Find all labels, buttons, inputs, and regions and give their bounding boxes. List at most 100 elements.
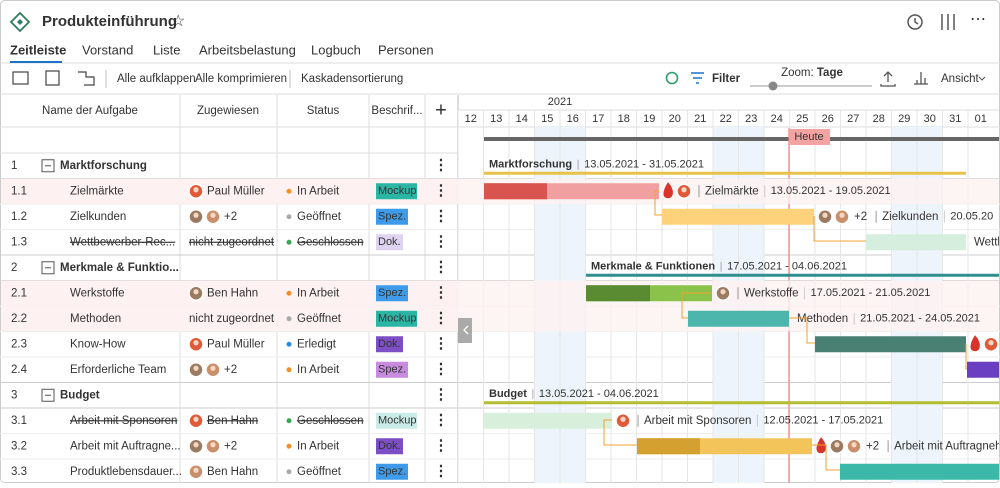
tag-label[interactable]: Mockup [378,415,417,427]
tag-label[interactable]: Spez. [378,211,406,223]
status[interactable]: In Arbeit [297,440,340,452]
column-header[interactable]: Status [307,105,340,117]
assignee[interactable]: nicht zugeordnet [189,313,275,325]
refresh-icon[interactable] [665,71,679,85]
filter-icon[interactable] [691,72,704,84]
row-menu[interactable]: ⋮ [434,463,449,480]
tab[interactable]: Vorstand [82,42,133,57]
column-header[interactable]: Name der Aufgabe [42,105,138,117]
cascade-sort[interactable]: Kaskadensortierung [301,73,403,85]
overdue-flame [663,182,673,199]
status[interactable]: In Arbeit [297,287,340,299]
tab[interactable]: Liste [153,42,180,57]
filter-button[interactable]: Filter [712,73,741,85]
task-name[interactable]: Erforderliche Team [70,364,166,376]
task-bar[interactable] [866,234,966,251]
tag-label[interactable]: Dok. [378,338,401,350]
expand-all[interactable]: Alle aufklappen [117,73,196,85]
tag-label[interactable]: Spez. [378,287,406,299]
bar-label: Zielkunden [882,211,938,223]
tab[interactable]: Zeitleiste [10,42,66,57]
day-label: 29 [898,113,910,125]
row-menu[interactable]: ⋮ [434,386,449,403]
row-menu[interactable]: ⋮ [434,361,449,378]
export-icon[interactable] [880,71,896,87]
task-name[interactable]: Zielmärkte [70,185,124,197]
assignee[interactable]: Ben Hahn [207,415,258,427]
row-menu[interactable]: ⋮ [434,284,449,301]
task-bar[interactable] [662,208,814,225]
status[interactable]: Geöffnet [297,466,342,478]
task-bar[interactable] [840,463,1000,480]
tag-label[interactable]: Dok. [378,440,401,452]
history-icon[interactable] [907,14,923,30]
assignee[interactable]: Paul Müller [207,185,265,197]
column-header[interactable]: Beschrif... [371,105,422,117]
row-menu[interactable]: ⋮ [434,335,449,352]
zoom-knob[interactable] [768,81,778,91]
task-name[interactable]: Wettbewerber-Rec... [70,236,175,248]
tab[interactable]: Arbeitsbelastung [199,42,296,57]
assignee[interactable]: Ben Hahn [207,287,258,299]
row-number: 1 [11,160,17,172]
task-bar[interactable] [967,361,1000,378]
task-name[interactable]: Arbeit mit Sponsoren [70,415,177,427]
row-menu[interactable]: ⋮ [434,310,449,327]
view-menu[interactable]: Ansicht [941,73,980,85]
tag-label[interactable]: Dok. [378,236,401,248]
status[interactable]: Geschlossen [297,236,363,248]
summary-label[interactable]: Marktforschung [489,159,572,171]
assignee[interactable]: nicht zugeordnet [189,236,275,248]
assignee[interactable]: +2 [224,364,237,376]
tab[interactable]: Personen [378,42,434,57]
assignee[interactable]: +2 [224,440,237,452]
day-label: 24 [771,113,783,125]
assignee[interactable]: Ben Hahn [207,466,258,478]
assignee[interactable]: +2 [224,211,237,223]
group-name[interactable]: Marktforschung [60,160,147,172]
tab[interactable]: Logbuch [311,42,361,57]
task-name[interactable]: Arbeit mit Auftragne... [70,440,181,452]
status[interactable]: Geöffnet [297,313,342,325]
assignee[interactable]: Paul Müller [207,338,265,350]
status[interactable]: In Arbeit [297,364,340,376]
view-icon[interactable] [12,71,29,85]
settings-icon[interactable] [941,14,955,30]
hierarchy-icon[interactable] [78,71,95,86]
status[interactable]: Geöffnet [297,211,342,223]
tag-label[interactable]: Mockup [378,185,417,197]
task-name[interactable]: Werkstoffe [70,287,125,299]
task-bar[interactable] [688,310,789,327]
row-menu[interactable]: ⋮ [434,157,449,174]
chart-icon[interactable] [914,72,928,85]
bar-dates: 13.05.2021 - 19.05.2021 [771,185,891,197]
tag-label[interactable]: Spez. [378,466,406,478]
task-name[interactable]: Know-How [70,338,126,350]
tag-label[interactable]: Spez. [378,364,406,376]
row-menu[interactable]: ⋮ [434,259,449,276]
favorite-star[interactable]: ☆ [171,13,185,30]
collapse-all[interactable]: Alle komprimieren [195,73,287,85]
row-menu[interactable]: ⋮ [434,412,449,429]
task-bar[interactable] [815,336,966,353]
column-header[interactable]: Zugewiesen [197,105,259,117]
task-name[interactable]: Methoden [70,313,121,325]
calendar-icon[interactable] [45,70,60,86]
more-menu[interactable]: ⋯ [970,11,986,28]
row-menu[interactable]: ⋮ [434,182,449,199]
add-column[interactable]: + [435,99,447,121]
summary-label[interactable]: Budget [489,388,527,400]
group-name[interactable]: Budget [60,389,100,401]
tag-label[interactable]: Mockup [378,313,417,325]
status[interactable]: In Arbeit [297,185,340,197]
status[interactable]: Geschlossen [297,415,363,427]
status[interactable]: Erledigt [297,338,337,350]
row-menu[interactable]: ⋮ [434,233,449,250]
row-menu[interactable]: ⋮ [434,208,449,225]
summary-label[interactable]: Merkmale & Funktionen [591,261,715,273]
group-name[interactable]: Merkmale & Funktio... [60,262,179,274]
row-menu[interactable]: ⋮ [434,437,449,454]
task-name[interactable]: Produktlebensdauer... [70,466,182,478]
task-name[interactable]: Zielkunden [70,211,126,223]
task-bar[interactable] [484,412,612,429]
